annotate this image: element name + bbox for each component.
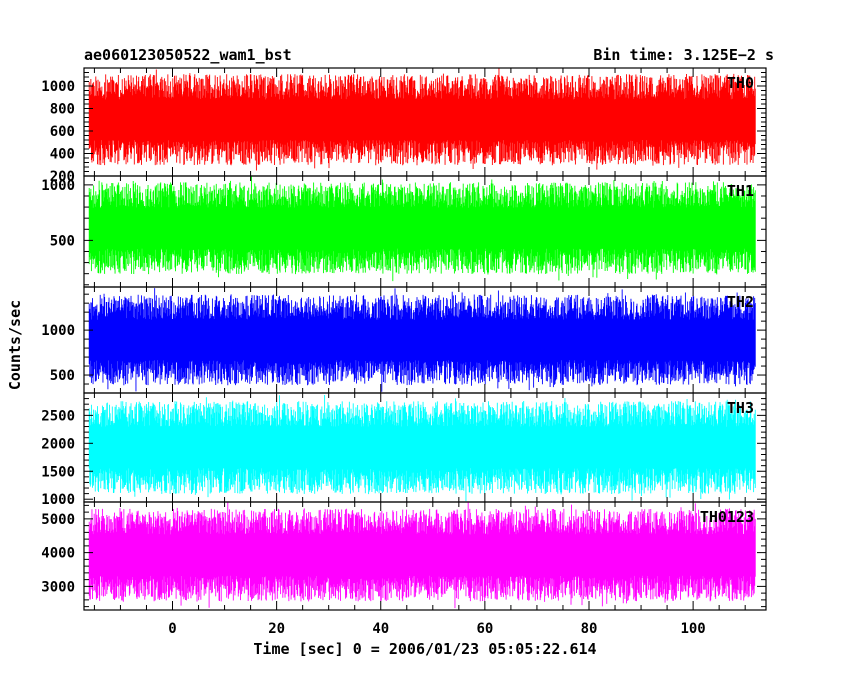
y-tick-label: 800 bbox=[50, 102, 75, 118]
series-th0 bbox=[88, 68, 756, 171]
y-tick-label: 400 bbox=[50, 147, 75, 163]
y-tick-label: 1000 bbox=[41, 323, 75, 339]
y-tick-label: 3000 bbox=[41, 579, 75, 595]
y-tick-label: 4000 bbox=[41, 546, 75, 562]
panel-label: TH2 bbox=[727, 293, 754, 311]
y-tick-label: 600 bbox=[50, 124, 75, 140]
y-tick-label: 1000 bbox=[41, 492, 75, 508]
x-tick-label: 100 bbox=[680, 621, 705, 637]
y-tick-label: 1000 bbox=[41, 178, 75, 194]
y-tick-label: 500 bbox=[50, 368, 75, 384]
y-tick-label: 500 bbox=[50, 233, 75, 249]
panel-th1: TH1 500 1000 bbox=[41, 175, 767, 288]
y-tick-label: 1000 bbox=[41, 79, 75, 95]
y-axis-label: Counts/sec bbox=[6, 300, 24, 390]
series-th1 bbox=[88, 176, 756, 282]
panel-th2: TH2 500 1000 bbox=[41, 286, 767, 394]
panel-th0123: TH0123 3000 4000 5000 bbox=[41, 501, 767, 611]
x-tick-label: 80 bbox=[581, 621, 598, 637]
chart-title: ae060123050522_wam1_bst bbox=[84, 46, 292, 64]
panel-label: TH0 bbox=[727, 74, 754, 92]
series-th3 bbox=[88, 394, 756, 502]
panel-th3: TH3 1000 1500 2000 2500 bbox=[41, 392, 767, 508]
panel-th0: TH0 200 400 600 800 1000 bbox=[41, 67, 767, 185]
x-axis-label: Time [sec] 0 = 2006/01/23 05:05:22.614 bbox=[253, 640, 596, 658]
x-tick-label: 60 bbox=[476, 621, 493, 637]
x-tick-label: 0 bbox=[168, 621, 176, 637]
y-tick-label: 1500 bbox=[41, 464, 75, 480]
y-tick-label: 200 bbox=[50, 169, 75, 185]
panel-label: TH3 bbox=[727, 399, 754, 417]
bin-time-label: Bin time: 3.125E−2 s bbox=[593, 46, 774, 64]
panel-frame bbox=[83, 501, 767, 611]
x-tick-label: 40 bbox=[372, 621, 389, 637]
panels-group: TH02004006008001000TH15001000TH25001000T… bbox=[41, 67, 767, 637]
y-tick-label: 5000 bbox=[41, 512, 75, 528]
series-th2 bbox=[88, 288, 756, 392]
y-tick-label: 2500 bbox=[41, 408, 75, 424]
series-th0123 bbox=[88, 502, 756, 609]
y-tick-label: 2000 bbox=[41, 436, 75, 452]
x-tick-label: 20 bbox=[268, 621, 285, 637]
panel-label: TH1 bbox=[727, 182, 754, 200]
panel-label: TH0123 bbox=[700, 508, 754, 526]
